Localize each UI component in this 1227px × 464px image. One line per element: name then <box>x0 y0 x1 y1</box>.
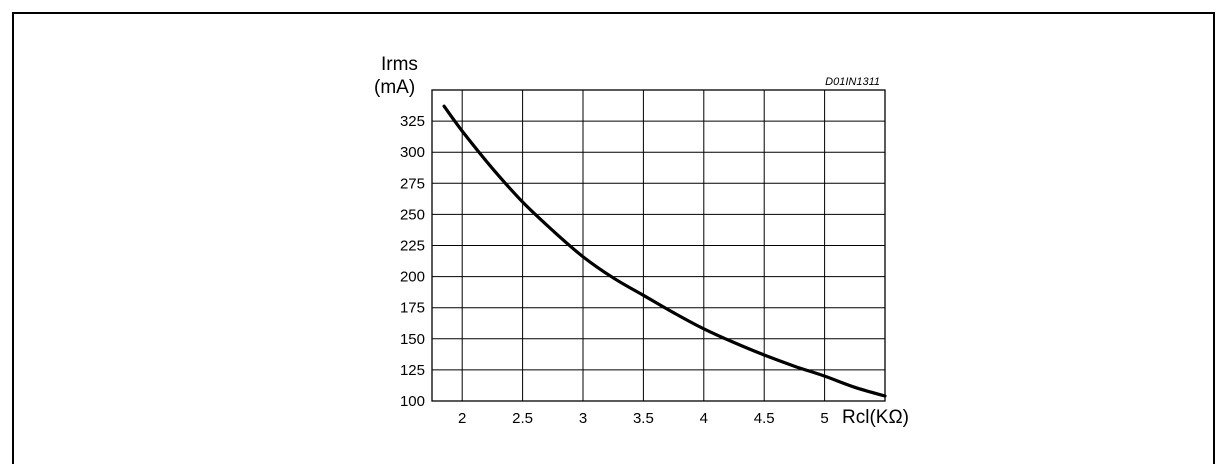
x-tick-label-0: 2 <box>458 410 466 427</box>
figure-frame <box>12 12 1215 464</box>
y-tick-label-7: 275 <box>400 175 425 192</box>
y-tick-label-8: 300 <box>400 144 425 161</box>
y-tick-label-5: 225 <box>400 238 425 255</box>
y-tick-label-3: 175 <box>400 300 425 317</box>
y-tick-labels: 100 125 150 175 200 225 250 275 300 325 <box>400 113 425 410</box>
y-axis-title-line1: Irms <box>381 54 418 75</box>
y-tick-label-6: 250 <box>400 206 425 223</box>
figure-code: D01IN1311 <box>825 76 880 88</box>
y-tick-label-1: 125 <box>400 362 425 379</box>
x-tick-label-4: 4 <box>700 410 708 427</box>
plot-area <box>431 89 886 402</box>
y-tick-label-4: 200 <box>400 269 425 286</box>
series-curve <box>442 104 887 398</box>
grid <box>432 90 885 402</box>
x-tick-label-3: 3.5 <box>633 410 654 427</box>
x-axis-title: Rcl(KΩ) <box>842 407 909 428</box>
x-tick-labels: 2 2.5 3 3.5 4 4.5 5 <box>458 410 829 427</box>
chart: 100 125 150 175 200 225 250 275 300 325 2 2.5 3 3.5 4… <box>374 54 909 428</box>
x-tick-label-6: 5 <box>820 410 828 427</box>
x-tick-label-1: 2.5 <box>512 410 533 427</box>
y-axis-title-line2: (mA) <box>374 77 415 98</box>
x-tick-label-5: 4.5 <box>754 410 775 427</box>
x-tick-label-2: 3 <box>579 410 587 427</box>
y-tick-label-9: 325 <box>400 113 425 130</box>
y-tick-label-0: 100 <box>400 393 425 410</box>
y-tick-label-2: 150 <box>400 331 425 348</box>
